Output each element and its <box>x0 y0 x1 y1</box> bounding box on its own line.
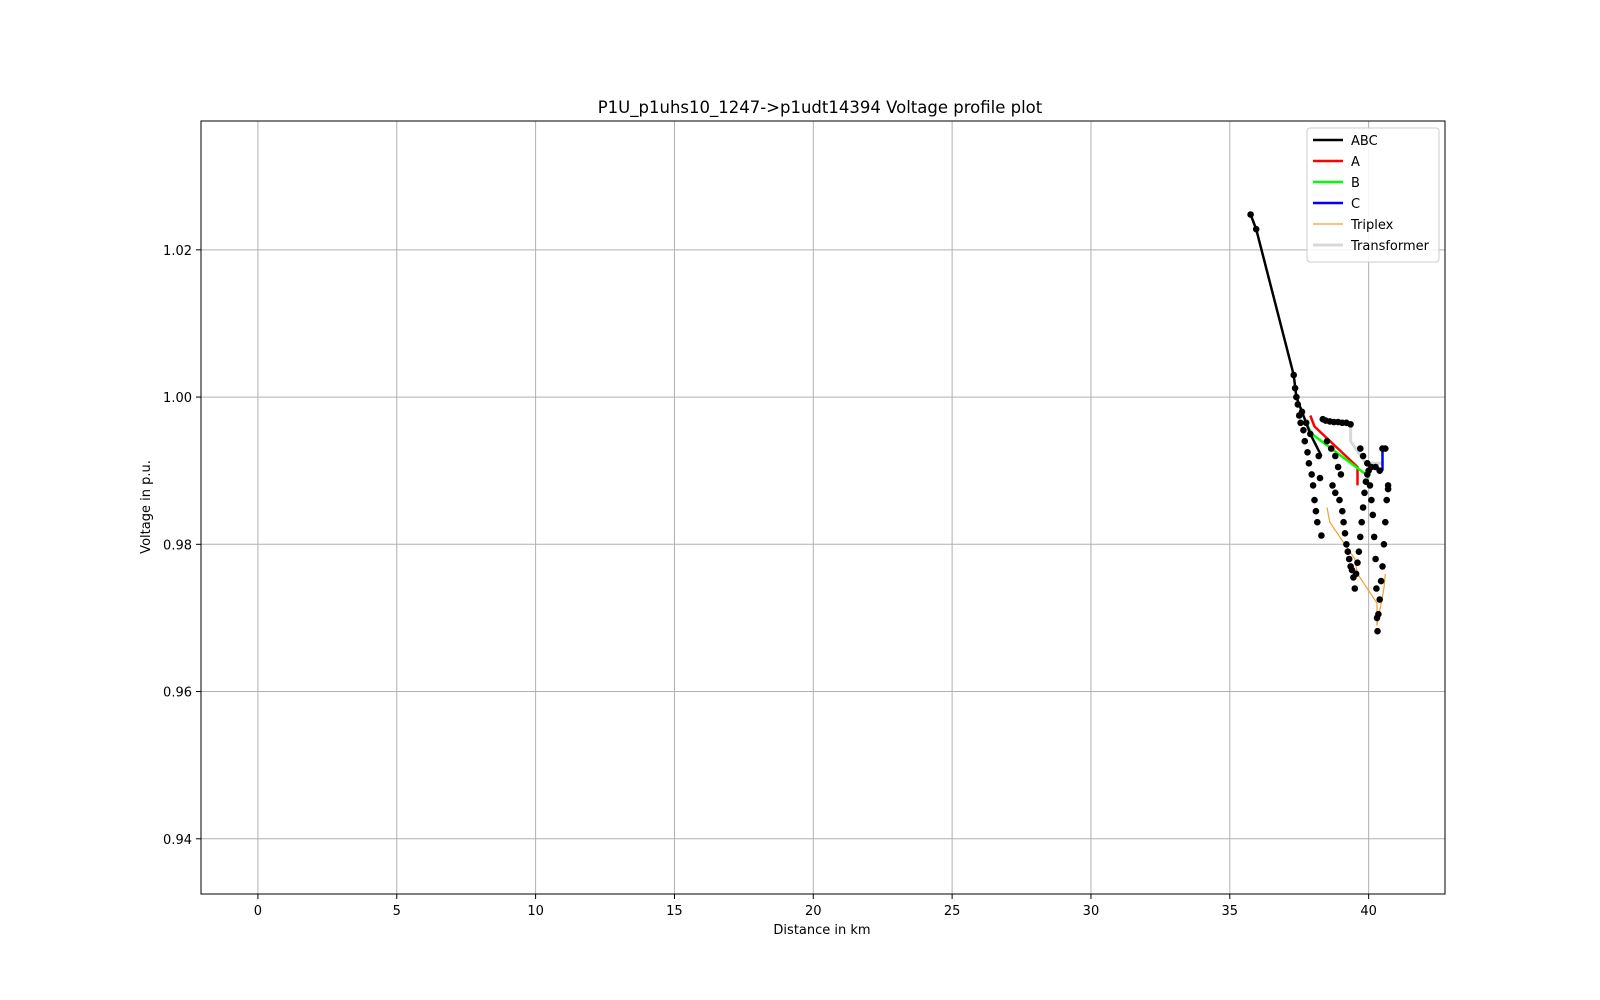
data-point <box>1383 496 1390 504</box>
y-tick-label: 1.02 <box>163 244 192 259</box>
data-point <box>1376 596 1383 603</box>
x-tick-label: 35 <box>1222 904 1239 919</box>
data-point <box>1380 541 1388 548</box>
legend-label: B <box>1351 176 1360 191</box>
chart-title: P1U_p1uhs10_1247->p1udt14394 Voltage pro… <box>598 98 1043 118</box>
data-point <box>1318 532 1325 539</box>
data-point <box>1382 445 1389 452</box>
data-point <box>1294 401 1302 408</box>
x-axis-label: Distance in km <box>773 923 870 938</box>
data-point <box>1345 555 1353 563</box>
data-point <box>1337 471 1345 478</box>
y-tick-label: 1.00 <box>163 391 192 406</box>
x-tick-label: 5 <box>393 904 401 919</box>
data-point <box>1373 585 1380 592</box>
data-markers <box>1247 211 1392 635</box>
data-point <box>1304 449 1311 456</box>
data-point <box>1355 548 1363 555</box>
data-point <box>1323 437 1331 445</box>
data-point <box>1302 419 1310 427</box>
data-point <box>1377 577 1385 585</box>
data-point <box>1252 225 1260 233</box>
x-tick-label: 25 <box>944 904 961 919</box>
data-point <box>1329 482 1336 489</box>
data-point <box>1316 474 1324 482</box>
data-point <box>1308 471 1315 478</box>
legend-label: C <box>1351 197 1360 212</box>
data-point <box>1357 445 1364 452</box>
y-axis-label: Voltage in p.u. <box>139 460 154 554</box>
data-point <box>1368 496 1375 504</box>
x-tick-label: 40 <box>1360 904 1377 919</box>
data-point <box>1307 430 1314 438</box>
data-point <box>1351 585 1359 592</box>
data-point <box>1290 371 1297 379</box>
data-point <box>1301 437 1309 445</box>
x-tick-label: 15 <box>666 904 683 919</box>
data-point <box>1339 507 1346 515</box>
data-point <box>1332 452 1339 460</box>
data-point <box>1293 393 1300 401</box>
data-point <box>1347 421 1354 428</box>
series-line-a <box>1309 415 1359 486</box>
data-point <box>1344 548 1352 555</box>
data-point <box>1298 408 1306 416</box>
axis-ticks: 0 5 10 15 20 25 30 35 40 0.94 0.96 0.98 1.00 1.02 <box>163 244 1377 919</box>
x-tick-label: 10 <box>527 904 544 919</box>
x-tick-label: 20 <box>805 904 822 919</box>
data-point <box>1297 419 1304 427</box>
data-point <box>1376 467 1383 475</box>
data-point <box>1336 496 1343 504</box>
series-line-triplex <box>1326 507 1386 626</box>
data-point <box>1247 211 1254 218</box>
data-point <box>1343 541 1350 548</box>
legend: ABC ABC Triplex Transformer <box>1306 127 1440 263</box>
data-point <box>1354 559 1361 566</box>
data-point <box>1334 463 1342 471</box>
data-point <box>1361 489 1368 497</box>
y-tick-label: 0.98 <box>163 538 192 553</box>
data-point <box>1315 452 1322 460</box>
data-point <box>1340 518 1347 526</box>
x-tick-label: 0 <box>254 904 262 919</box>
data-point <box>1341 530 1349 537</box>
data-point <box>1379 563 1386 570</box>
legend-label: Transformer <box>1350 239 1430 254</box>
data-point <box>1357 533 1364 541</box>
y-tick-label: 0.94 <box>163 833 192 848</box>
data-point <box>1352 570 1360 578</box>
data-point <box>1359 504 1367 511</box>
data-point <box>1311 496 1318 504</box>
data-point <box>1314 518 1321 526</box>
legend-label: Triplex <box>1350 218 1394 233</box>
x-tick-label: 30 <box>1083 904 1100 919</box>
data-point <box>1370 533 1378 541</box>
data-point <box>1366 482 1374 489</box>
data-point <box>1332 489 1339 497</box>
data-point <box>1374 627 1381 635</box>
data-point <box>1372 555 1379 563</box>
y-tick-label: 0.96 <box>163 686 192 701</box>
data-point <box>1358 518 1365 526</box>
data-point <box>1312 507 1320 515</box>
data-point <box>1375 610 1382 618</box>
legend-label: ABC <box>1351 134 1378 149</box>
legend-label: A <box>1351 155 1360 170</box>
data-point <box>1369 511 1377 519</box>
data-point <box>1327 445 1335 452</box>
data-point <box>1309 482 1317 489</box>
data-point <box>1359 452 1367 460</box>
data-point <box>1300 426 1307 434</box>
data-point <box>1291 384 1299 392</box>
data-point <box>1382 518 1389 526</box>
data-point <box>1384 485 1392 493</box>
plot-area-frame <box>200 120 1446 895</box>
data-point <box>1305 460 1313 467</box>
